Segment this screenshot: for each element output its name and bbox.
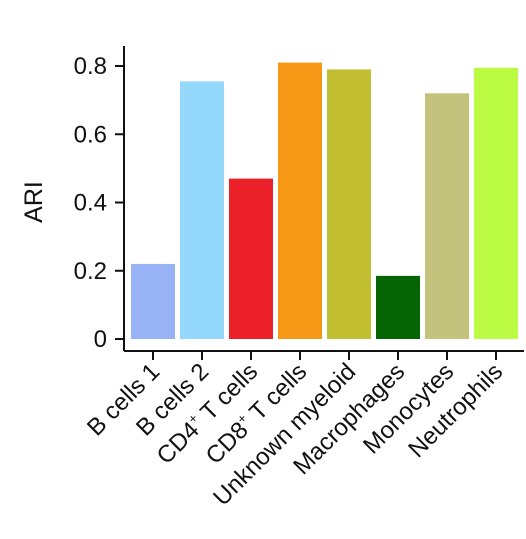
bar-unknown-myeloid (327, 69, 371, 339)
plot-area (131, 62, 518, 340)
y-tick-label: 0.6 (74, 121, 107, 148)
y-axis-title: ARI (20, 181, 48, 223)
bar-cd8-t-cells (278, 62, 322, 340)
bar-b-cells-1 (131, 263, 175, 339)
y-tick-label: 0 (94, 326, 107, 353)
y-tick-label: 0.8 (74, 53, 107, 80)
y-axis-ticks: 0 0.2 0.4 0.6 0.8 (74, 53, 124, 353)
bar-macrophages (376, 275, 420, 339)
bar-neutrophils (474, 67, 518, 340)
bar-monocytes (425, 93, 469, 339)
y-tick-label: 0.4 (74, 190, 107, 217)
bar-cd4-t-cells (229, 178, 273, 339)
bar-b-cells-2 (180, 81, 224, 339)
y-tick-label: 0.2 (74, 258, 107, 285)
